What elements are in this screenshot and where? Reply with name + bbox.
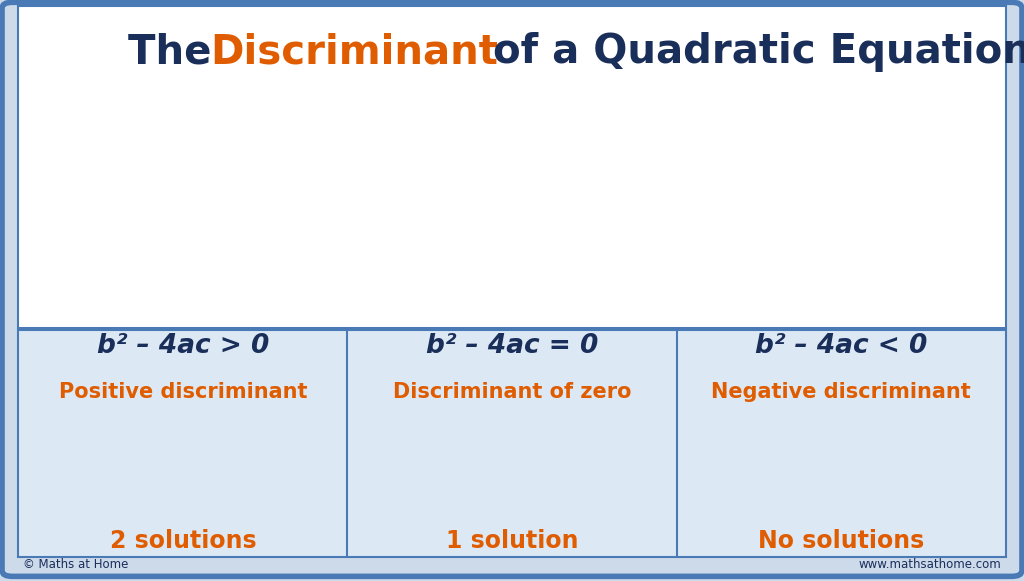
- Text: The: The: [128, 33, 225, 72]
- Circle shape: [26, 23, 112, 91]
- Text: 4ac: 4ac: [267, 132, 554, 274]
- Text: at: at: [65, 68, 73, 77]
- Text: 1 solution: 1 solution: [445, 529, 579, 554]
- Text: of a Quadratic Equation: of a Quadratic Equation: [479, 33, 1024, 72]
- Text: 2 solutions: 2 solutions: [110, 529, 256, 554]
- Text: –: –: [172, 138, 242, 273]
- Text: $ax^2 + bx + c$: $ax^2 + bx + c$: [756, 189, 898, 217]
- Text: where a, b and c are read: where a, b and c are read: [635, 138, 922, 158]
- Text: b² – 4ac < 0: b² – 4ac < 0: [755, 333, 928, 358]
- Text: Positive discriminant: Positive discriminant: [58, 382, 307, 402]
- Polygon shape: [48, 31, 89, 45]
- Text: home: home: [56, 76, 81, 85]
- Text: No solutions: No solutions: [758, 529, 925, 554]
- Text: Discriminant: Discriminant: [210, 33, 498, 72]
- Text: b: b: [47, 132, 152, 274]
- Text: b² – 4ac = 0: b² – 4ac = 0: [426, 333, 598, 358]
- Bar: [55, 44, 82, 54]
- Text: Negative discriminant: Negative discriminant: [712, 382, 971, 402]
- Text: MATHS: MATHS: [48, 58, 89, 67]
- Text: from: from: [679, 193, 738, 213]
- Text: www.mathsathome.com: www.mathsathome.com: [859, 558, 1001, 571]
- Text: 2: 2: [140, 112, 186, 178]
- Text: Discriminant of zero: Discriminant of zero: [393, 382, 631, 402]
- Text: © Maths at Home: © Maths at Home: [23, 558, 128, 571]
- Text: b² – 4ac > 0: b² – 4ac > 0: [96, 333, 269, 358]
